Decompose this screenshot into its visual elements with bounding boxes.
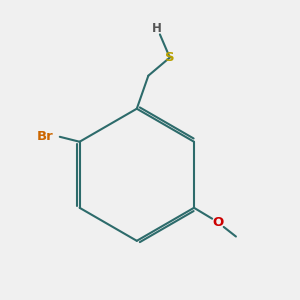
Text: S: S [165, 51, 175, 64]
Text: H: H [152, 22, 161, 35]
Text: O: O [212, 216, 224, 229]
Text: Br: Br [36, 130, 53, 143]
